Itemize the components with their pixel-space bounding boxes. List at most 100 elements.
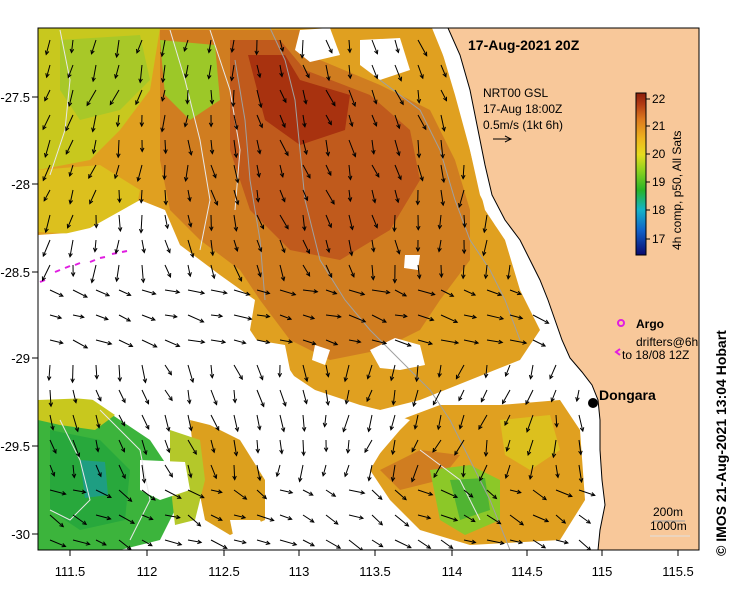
current-arrow-icon <box>302 314 316 320</box>
current-arrow-icon <box>461 464 466 478</box>
current-arrow-icon <box>321 464 327 477</box>
current-arrow-icon <box>394 114 401 130</box>
drifter-icon <box>614 348 621 356</box>
current-arrow-icon <box>44 139 51 158</box>
current-arrow-icon <box>187 339 206 344</box>
current-arrow-icon <box>325 139 331 157</box>
current-arrow-icon <box>118 339 134 347</box>
current-arrow-icon <box>302 289 319 294</box>
current-arrow-icon <box>94 364 99 380</box>
current-arrow-icon <box>49 414 55 431</box>
current-arrow-icon <box>256 214 265 230</box>
current-arrow-icon <box>394 64 403 82</box>
current-arrow-icon <box>255 189 261 203</box>
current-arrow-icon <box>233 264 243 282</box>
current-arrow-icon <box>187 464 193 479</box>
current-arrow-icon <box>187 189 192 203</box>
y-tick-label: -28 <box>11 177 30 192</box>
colorbar-tick-label: 21 <box>652 119 666 133</box>
current-arrow-icon <box>325 489 337 497</box>
current-arrow-icon <box>256 389 265 408</box>
current-arrow-icon <box>164 364 172 376</box>
current-arrow-icon <box>49 289 64 297</box>
current-vectors <box>41 39 596 550</box>
current-arrow-icon <box>183 114 189 128</box>
current-arrow-icon <box>371 289 391 295</box>
current-arrow-icon <box>486 339 504 345</box>
current-arrow-icon <box>325 189 335 205</box>
current-arrow-icon <box>348 214 354 231</box>
current-arrow-icon <box>389 414 396 431</box>
current-arrow-icon <box>279 489 294 495</box>
credit-text: © IMOS 21-Aug-2021 13:04 Hobart <box>713 330 729 556</box>
current-arrow-icon <box>458 414 465 430</box>
current-arrow-icon <box>72 289 88 298</box>
current-arrow-icon <box>302 539 315 547</box>
plot-frame <box>37 27 700 551</box>
current-arrow-icon <box>509 539 524 545</box>
current-arrow-icon <box>72 439 81 458</box>
current-arrow-icon <box>480 389 488 403</box>
x-tick-label: 115 <box>592 564 613 579</box>
current-arrow-icon <box>555 489 573 498</box>
current-arrow-icon <box>279 339 294 344</box>
current-arrow-icon <box>141 389 150 405</box>
current-arrow-icon <box>141 414 150 431</box>
current-arrow-icon <box>116 139 121 159</box>
current-arrow-icon <box>233 164 240 184</box>
current-arrow-icon <box>95 339 113 346</box>
current-arrow-icon <box>348 239 354 257</box>
current-arrow-icon <box>279 214 289 230</box>
current-arrow-icon <box>417 64 424 80</box>
current-arrow-icon <box>187 489 205 499</box>
current-arrow-icon <box>348 514 365 520</box>
current-arrow-icon <box>208 114 214 128</box>
current-arrow-icon <box>554 414 559 428</box>
current-arrow-icon <box>49 539 67 548</box>
current-arrow-icon <box>183 164 189 182</box>
current-arrow-icon <box>117 189 122 204</box>
current-arrow-icon <box>256 339 271 345</box>
current-arrow-icon <box>525 389 534 406</box>
current-arrow-icon <box>302 214 307 232</box>
current-arrow-icon <box>141 464 147 484</box>
current-arrow-icon <box>95 414 101 429</box>
current-arrow-icon <box>348 89 356 108</box>
current-arrow-icon <box>532 339 547 347</box>
current-arrow-icon <box>390 464 396 483</box>
current-arrow-icon <box>532 314 550 324</box>
current-arrow-icon <box>440 89 447 102</box>
current-arrow-icon <box>506 264 511 280</box>
current-arrow-icon <box>209 364 215 379</box>
current-arrow-icon <box>371 189 377 204</box>
current-arrow-icon <box>347 189 353 203</box>
x-tick-label: 112 <box>137 564 158 579</box>
x-tick-label: 113 <box>289 564 310 579</box>
current-arrow-icon <box>483 439 489 457</box>
current-arrow-icon <box>302 114 307 128</box>
current-arrow-icon <box>184 64 189 79</box>
current-arrow-icon <box>139 139 145 153</box>
current-arrow-icon <box>187 539 203 545</box>
current-arrow-icon <box>461 164 466 180</box>
legend-argo: Argo <box>636 317 664 331</box>
current-arrow-icon <box>118 539 132 550</box>
current-arrow-icon <box>325 514 339 525</box>
current-arrow-icon <box>233 139 239 159</box>
current-arrow-icon <box>509 489 522 494</box>
current-arrow-icon <box>233 439 239 457</box>
current-arrow-icon <box>90 39 97 55</box>
current-arrow-icon <box>578 414 585 433</box>
current-arrow-icon <box>66 214 74 229</box>
current-arrow-icon <box>347 64 353 80</box>
current-arrow-icon <box>416 264 422 280</box>
current-arrow-icon <box>256 514 275 522</box>
current-arrow-icon <box>114 64 120 80</box>
current-arrow-icon <box>509 289 522 296</box>
current-arrow-icon <box>118 314 132 322</box>
current-arrow-icon <box>256 313 271 319</box>
current-arrow-icon <box>509 314 524 320</box>
current-arrow-icon <box>371 239 376 253</box>
current-arrow-icon <box>49 514 65 528</box>
